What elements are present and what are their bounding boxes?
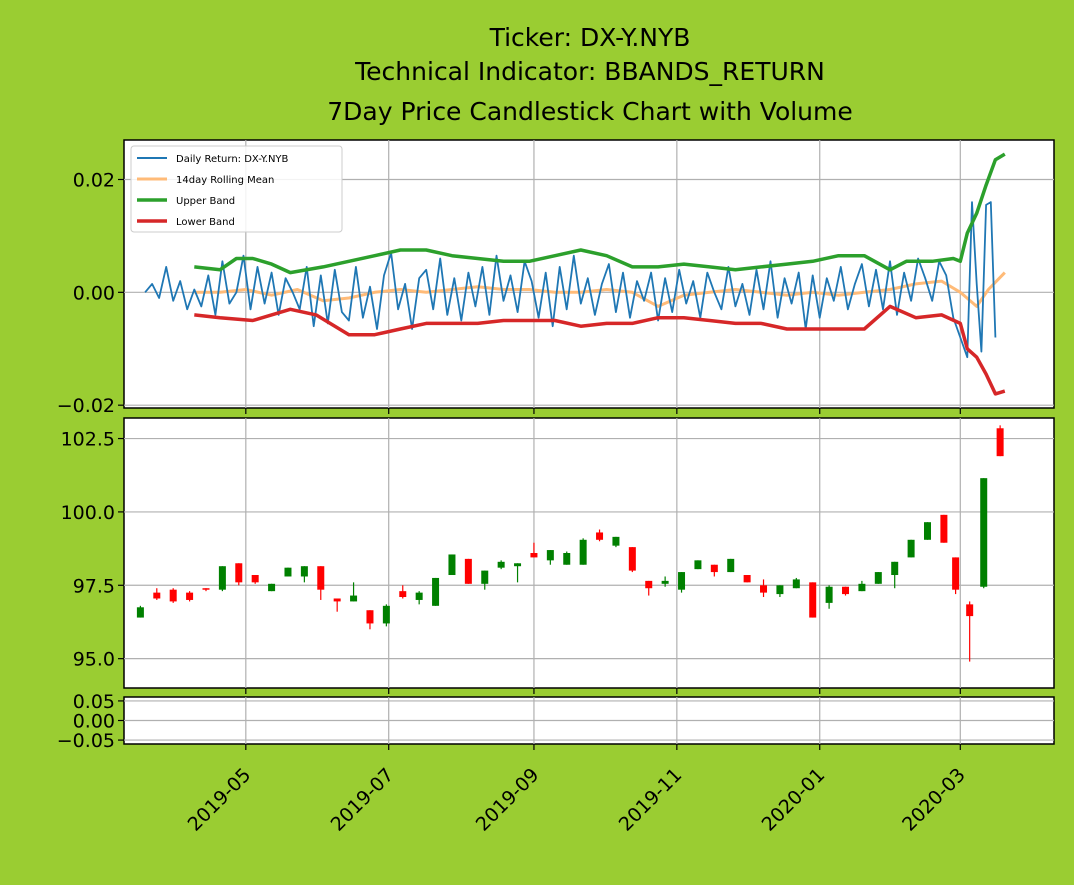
candle-body-2020-01-05	[825, 586, 833, 603]
x-tick-label-2019-09: 2019-09	[472, 764, 544, 836]
series-line-daily-return-dx-y-nyb	[144, 201, 997, 359]
candle-body-2019-06-09	[333, 598, 341, 602]
candle-body-2019-06-23	[366, 610, 374, 624]
candle-body-2019-12-15	[776, 585, 784, 595]
y-tick-label-indicator: 0.00	[73, 282, 115, 304]
x-tick-label-2019-05: 2019-05	[184, 764, 256, 836]
candle-body-2019-08-18	[497, 561, 505, 568]
candle-body-2019-11-17	[710, 564, 718, 573]
y-tick-label-indicator: 0.02	[73, 169, 115, 191]
legend: Daily Return: DX-Y.NYB 14day Rolling Mea…	[130, 145, 343, 233]
title-line-3: 7Day Price Candlestick Chart with Volume	[327, 97, 853, 126]
candle-body-2019-10-27	[661, 580, 669, 584]
candle-body-2019-11-10	[694, 560, 702, 570]
candle-body-2019-05-12	[268, 583, 276, 592]
legend-label-lower-band: Lower Band	[176, 217, 235, 228]
y-tick-label-price: 97.5	[73, 575, 115, 597]
chart-title: Ticker: DX-Y.NYB Technical Indicator: BB…	[327, 23, 853, 126]
candle-body-2019-06-16	[350, 595, 358, 602]
legend-label-daily-return: Daily Return: DX-Y.NYB	[176, 154, 289, 165]
candle-body-2019-04-07	[186, 592, 194, 600]
x-tick-label-2020-01: 2020-01	[758, 764, 830, 836]
candle-body-2020-01-26	[874, 572, 882, 584]
x-tick-label-2020-03: 2020-03	[898, 764, 970, 836]
candle-body-2019-09-22	[579, 539, 587, 565]
candle-body-2019-06-30	[382, 605, 390, 624]
y-tick-label-price: 100.0	[61, 502, 115, 524]
y-tick-label-volume: −0.05	[57, 730, 115, 752]
candle-body-2019-05-05	[251, 575, 259, 583]
candle-body-2019-04-28	[235, 563, 243, 583]
candle-body-2019-11-03	[678, 572, 686, 590]
candle-body-2020-02-16	[924, 522, 932, 540]
candle-body-2019-03-17	[136, 607, 144, 618]
candle-body-2019-07-14	[415, 592, 423, 600]
x-tick-label-2019-07: 2019-07	[327, 764, 399, 836]
legend-label-upper-band: Upper Band	[176, 196, 235, 207]
price-candles	[136, 425, 1004, 662]
title-line-2: Technical Indicator: BBANDS_RETURN	[354, 57, 825, 86]
y-tick-label-price: 95.0	[73, 649, 115, 671]
candle-body-2019-10-13	[628, 547, 636, 571]
y-tick-label-price: 102.5	[61, 429, 115, 451]
candle-body-2019-12-29	[809, 582, 817, 618]
candle-body-2019-04-21	[218, 566, 226, 590]
legend-label-rolling-mean: 14day Rolling Mean	[176, 175, 274, 186]
candle-body-2019-09-15	[563, 553, 571, 565]
candle-body-2019-09-29	[596, 532, 604, 540]
candle-body-2019-08-11	[481, 570, 489, 584]
candle-body-2020-02-09	[907, 539, 915, 558]
indicator-series	[144, 152, 1006, 396]
candle-body-2019-12-01	[743, 575, 751, 583]
candle-body-2019-04-14	[202, 588, 210, 590]
candle-body-2020-02-23	[940, 514, 948, 543]
candle-body-2020-03-11	[980, 478, 988, 587]
candle-body-2019-10-06	[612, 536, 620, 546]
y-tick-label-volume: 0.00	[73, 711, 115, 733]
candle-body-2020-02-02	[891, 561, 899, 576]
title-line-1: Ticker: DX-Y.NYB	[489, 23, 691, 52]
candle-body-2019-03-24	[153, 592, 161, 599]
y-tick-label-volume: 0.05	[73, 691, 115, 713]
y-tick-label-indicator: −0.02	[57, 395, 115, 417]
candle-body-2019-09-01	[530, 553, 538, 558]
candle-body-2019-07-21	[432, 577, 440, 606]
series-line-upper-band	[194, 152, 1006, 275]
candle-body-2019-05-19	[284, 567, 292, 577]
price-panel	[123, 417, 1055, 689]
candle-body-2019-11-24	[727, 558, 735, 573]
candle-body-2020-03-18	[996, 428, 1004, 457]
candle-body-2019-09-08	[546, 550, 554, 561]
candle-body-2019-06-02	[317, 566, 325, 590]
candle-body-2019-12-08	[760, 585, 768, 593]
candle-body-2019-03-31	[169, 589, 177, 602]
candle-body-2019-07-28	[448, 554, 456, 576]
series-line-lower-band	[194, 304, 1006, 396]
candle-body-2019-05-26	[300, 566, 308, 577]
candle-body-2019-07-07	[399, 591, 407, 598]
candle-body-2020-02-28	[952, 557, 960, 590]
x-tick-label-2019-11: 2019-11	[615, 764, 687, 836]
candle-body-2019-12-22	[792, 579, 800, 589]
candle-body-2020-01-19	[858, 583, 866, 592]
candle-body-2019-10-20	[645, 580, 653, 589]
candle-body-2020-01-12	[842, 586, 850, 595]
legend-box	[130, 145, 343, 233]
candle-body-2020-03-05	[966, 604, 974, 617]
candle-body-2019-08-04	[464, 558, 472, 584]
candle-body-2019-08-25	[514, 563, 522, 567]
